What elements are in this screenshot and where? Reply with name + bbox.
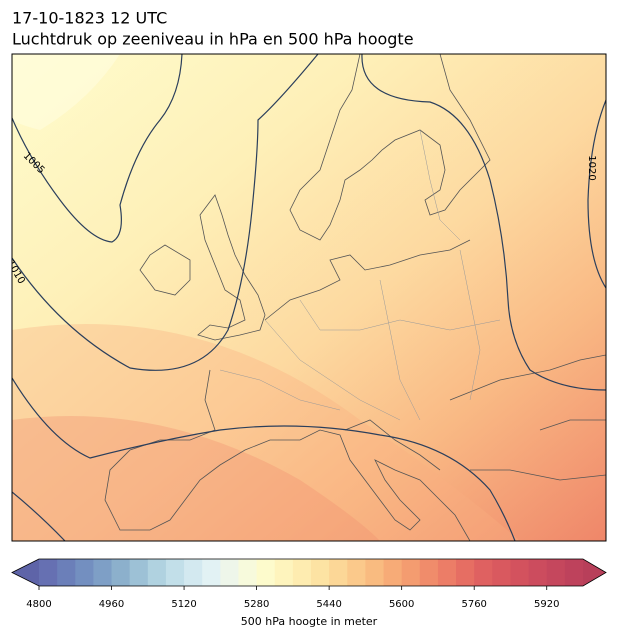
subtitle: Luchtdruk op zeeniveau in hPa en 500 hPa… <box>12 30 414 49</box>
height-field <box>12 54 606 541</box>
colorbar-segment <box>111 559 131 586</box>
colorbar-tick-label: 5920 <box>534 599 559 610</box>
colorbar-segment <box>57 559 76 586</box>
colorbar-tick-label: 5120 <box>171 599 196 610</box>
colorbar-segment <box>311 559 330 586</box>
colorbar-segment <box>256 559 276 586</box>
colorbar-segment <box>510 559 530 586</box>
isobar <box>587 99 606 289</box>
colorbar-label: 500 hPa hoogte in meter <box>241 615 378 628</box>
colorbar-segment <box>39 559 58 586</box>
isobar <box>12 491 66 541</box>
coastline <box>104 369 471 541</box>
colorbar-segment <box>419 559 439 586</box>
title: 17-10-1823 12 UTC <box>12 9 167 28</box>
colorbar-segment <box>93 559 113 586</box>
colorbar-segment <box>274 559 294 586</box>
colorbar-tick-label: 5760 <box>461 599 486 610</box>
colorbar-segment <box>492 559 511 586</box>
isobar <box>361 54 606 391</box>
isobar <box>12 54 319 371</box>
colorbar-segment <box>456 559 475 586</box>
colorbar-tick-label: 4800 <box>26 599 51 610</box>
border <box>219 129 501 421</box>
coastline <box>289 54 491 241</box>
colorbar-tick-label: 5280 <box>244 599 269 610</box>
map: 1005 1010 1020 <box>12 54 606 541</box>
colorbar-segment <box>292 559 312 586</box>
colorbar-segment <box>528 559 548 586</box>
colorbar-segment <box>401 559 421 586</box>
colorbar-segment <box>75 559 94 586</box>
coastline <box>344 419 441 471</box>
colorbar-tick-label: 5440 <box>316 599 341 610</box>
colorbar-segment <box>437 559 457 586</box>
colorbar-outline <box>11 558 607 587</box>
coastline <box>197 194 266 341</box>
colorbar-segment <box>202 559 221 586</box>
map-frame <box>11 53 607 542</box>
colorbar-segment <box>365 559 385 586</box>
isobar <box>12 377 516 541</box>
coastline <box>449 354 606 481</box>
colorbar-segment <box>238 559 258 586</box>
colorbar-segment <box>546 559 566 586</box>
colorbar-tick-label: 4960 <box>99 599 124 610</box>
isobar <box>12 54 183 243</box>
isobar-label: 1020 <box>586 155 597 180</box>
colorbar-extend <box>583 559 606 586</box>
colorbar-segment <box>564 559 584 586</box>
colorbar-segment <box>329 559 348 586</box>
height-band <box>12 324 520 541</box>
colorbar-segment <box>474 559 493 586</box>
colorbar-tick-label: 5600 <box>389 599 414 610</box>
colorbar-extend <box>12 559 39 586</box>
coastline <box>139 244 191 296</box>
colorbar-segment <box>129 559 149 586</box>
coastline <box>264 239 471 321</box>
colorbar-segment <box>383 559 403 586</box>
height-band <box>12 416 380 541</box>
colorbar-segment <box>347 559 366 586</box>
height-band <box>12 54 120 130</box>
colorbar-segment <box>147 559 167 586</box>
colorbar-segment <box>220 559 239 586</box>
colorbar: 4800 4960 5120 5280 5440 5600 5760 5920 <box>11 558 607 610</box>
colorbar-segment <box>165 559 185 586</box>
colorbar-segment <box>184 559 203 586</box>
